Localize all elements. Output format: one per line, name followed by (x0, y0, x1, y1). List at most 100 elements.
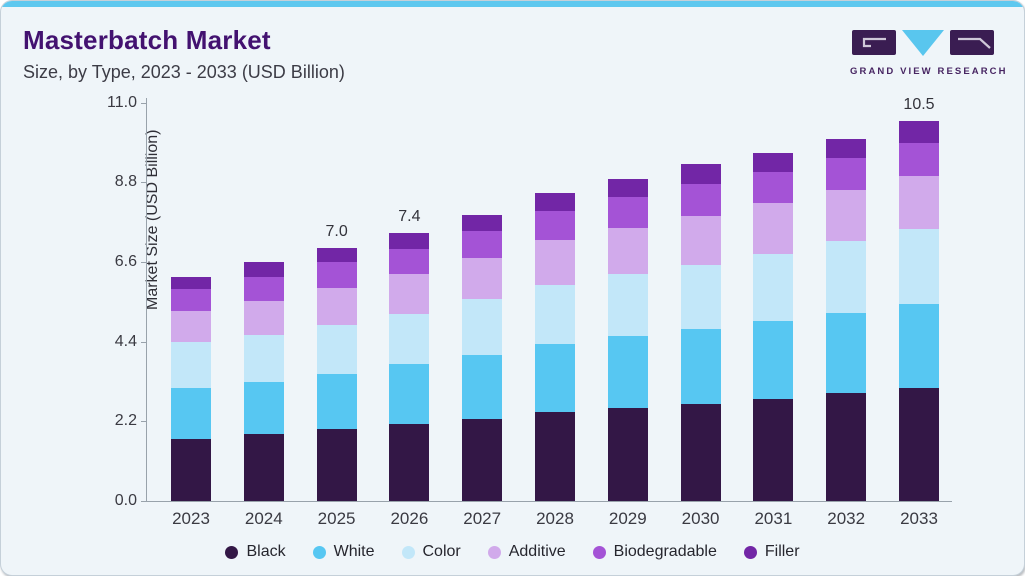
bar-2026 (389, 233, 430, 501)
y-axis-tick-label: 0.0 (114, 492, 137, 509)
x-axis-tick-label-2023: 2023 (172, 509, 210, 528)
bar-segment-additive-2027 (462, 258, 503, 299)
legend-item-color: Color (401, 543, 461, 561)
bar-segment-color-2033 (899, 229, 939, 304)
x-axis-tick-label-2031: 2031 (754, 509, 793, 528)
bar-segment-color-2030 (680, 264, 721, 330)
bar-2028 (535, 193, 575, 501)
bar-segment-biodegradable-2032 (826, 157, 867, 191)
bar-segment-filler-2029 (607, 178, 648, 197)
legend-label: Color (422, 543, 461, 560)
bar-segment-white-2026 (389, 364, 430, 424)
y-axis-tick-mark (141, 102, 147, 104)
bar-total-label-2025: 7.0 (325, 222, 348, 240)
bar-segment-white-2029 (607, 336, 648, 408)
gvr-logo-icon (852, 30, 994, 56)
bar-segment-black-2027 (462, 419, 503, 501)
y-axis-tick-mark (141, 341, 147, 343)
top-accent-bar (1, 1, 1024, 7)
bar-segment-biodegradable-2027 (462, 230, 503, 259)
bar-total-label-2033: 10.5 (903, 95, 935, 113)
legend-dot-color (401, 545, 415, 559)
chart-header: Masterbatch Market Size, by Type, 2023 -… (23, 25, 345, 83)
bar-segment-additive-2030 (680, 216, 721, 265)
legend-label: Additive (508, 543, 566, 560)
bar-segment-filler-2026 (389, 233, 430, 249)
bar-2029 (607, 178, 648, 501)
bar-segment-additive-2026 (389, 274, 430, 314)
bar-segment-biodegradable-2030 (680, 184, 721, 217)
bar-segment-black-2023 (171, 438, 211, 501)
y-axis-tick-label: 2.2 (114, 412, 137, 430)
bar-segment-additive-2023 (171, 310, 211, 343)
bar-2023 (171, 276, 211, 501)
bar-segment-color-2027 (462, 298, 503, 355)
legend-item-biodegradable: Biodegradable (592, 543, 717, 561)
legend-item-filler: Filler (743, 543, 800, 561)
y-axis-tick-label: 6.6 (114, 253, 137, 271)
bar-segment-biodegradable-2026 (389, 248, 430, 275)
x-axis-tick-label-2033: 2033 (900, 509, 938, 528)
x-axis-tick-label-2029: 2029 (608, 509, 647, 528)
x-axis-tick-label-2025: 2025 (317, 509, 356, 528)
legend-label: White (333, 543, 375, 560)
legend-dot-biodegradable (592, 545, 606, 559)
bar-total-label-2026: 7.4 (398, 208, 421, 226)
bar-2032 (826, 139, 867, 501)
bar-segment-filler-2024 (243, 262, 284, 277)
bar-segment-biodegradable-2024 (243, 276, 284, 302)
bar-segment-biodegradable-2023 (171, 289, 211, 311)
bar-segment-black-2028 (535, 411, 575, 501)
bar-segment-color-2023 (171, 342, 211, 389)
bar-segment-white-2033 (899, 303, 939, 389)
bar-segment-biodegradable-2025 (316, 261, 357, 288)
bar-segment-black-2025 (316, 429, 357, 501)
bar-2024 (243, 262, 284, 501)
logo-text: GRAND VIEW RESEARCH (850, 66, 1008, 77)
bar-segment-filler-2032 (826, 139, 867, 158)
bar-segment-color-2024 (243, 335, 284, 383)
bar-segment-filler-2028 (535, 193, 575, 211)
bar-segment-white-2030 (680, 329, 721, 404)
legend-label: Black (246, 543, 286, 560)
x-axis-tick-label-2027: 2027 (463, 509, 502, 528)
bar-segment-biodegradable-2029 (607, 196, 648, 228)
legend-dot-filler (743, 545, 757, 559)
stacked-bar-chart: 0.0 2.2 4.4 6.6 8.8 11.0 2023 2024 7.0 2025 7.4 202… (107, 94, 952, 528)
page-title: Masterbatch Market (23, 25, 271, 55)
bar-segment-biodegradable-2033 (899, 142, 939, 176)
bar-segment-additive-2033 (899, 175, 939, 230)
bar-2033 (899, 120, 939, 501)
bar-segment-black-2026 (389, 423, 430, 501)
y-axis-tick-label: 11.0 (107, 93, 137, 111)
bar-segment-filler-2027 (462, 215, 503, 231)
bar-segment-color-2032 (826, 241, 867, 313)
bar-segment-white-2031 (753, 321, 794, 399)
bar-segment-black-2024 (243, 433, 284, 501)
bar-segment-black-2029 (607, 407, 648, 501)
bar-segment-filler-2030 (680, 164, 721, 185)
legend-label: Biodegradable (613, 543, 717, 560)
bar-segment-filler-2023 (171, 276, 211, 290)
bar-segment-white-2024 (243, 382, 284, 434)
bar-segment-additive-2032 (826, 190, 867, 242)
bar-segment-color-2031 (753, 253, 794, 322)
bar-segment-color-2025 (316, 324, 357, 374)
bar-segment-filler-2033 (899, 120, 939, 143)
x-axis-tick-label-2024: 2024 (244, 509, 283, 528)
bar-segment-black-2033 (899, 388, 939, 501)
bar-segment-black-2030 (680, 403, 721, 501)
bar-segment-white-2027 (462, 354, 503, 420)
legend-dot-black (225, 545, 239, 559)
bar-segment-white-2023 (171, 388, 211, 439)
bar-segment-filler-2031 (753, 153, 794, 172)
bar-segment-white-2032 (826, 312, 867, 394)
bar-segment-color-2029 (607, 274, 648, 337)
legend-label: Filler (764, 543, 800, 560)
legend-dot-white (312, 545, 326, 559)
bar-segment-color-2026 (389, 313, 430, 365)
bar-segment-color-2028 (535, 284, 575, 344)
bar-segment-black-2032 (826, 393, 867, 501)
x-axis-tick-label-2032: 2032 (827, 509, 866, 528)
y-axis-tick-mark (141, 501, 147, 502)
